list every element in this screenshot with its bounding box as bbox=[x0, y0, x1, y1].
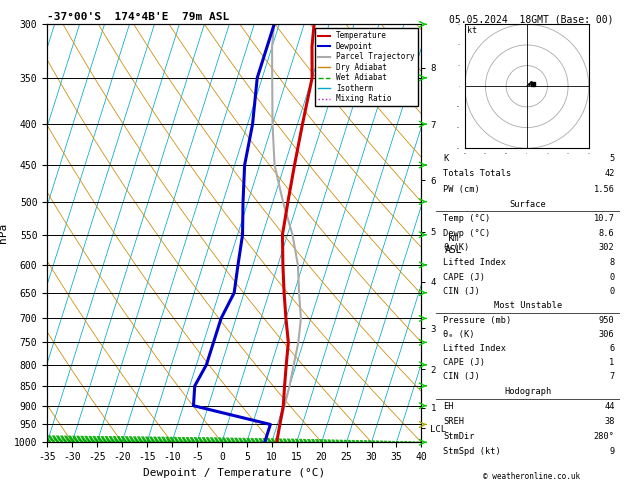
Text: © weatheronline.co.uk: © weatheronline.co.uk bbox=[483, 472, 580, 481]
Text: 42: 42 bbox=[604, 169, 615, 178]
Text: K: K bbox=[443, 154, 448, 163]
Text: -37°00'S  174°4B'E  79m ASL: -37°00'S 174°4B'E 79m ASL bbox=[47, 12, 230, 22]
Text: θₑ(K): θₑ(K) bbox=[443, 243, 469, 252]
Text: 6: 6 bbox=[610, 344, 615, 353]
Text: CIN (J): CIN (J) bbox=[443, 287, 480, 296]
Text: EH: EH bbox=[443, 402, 454, 411]
Text: Surface: Surface bbox=[509, 200, 547, 208]
Text: StmDir: StmDir bbox=[443, 432, 475, 441]
Text: Most Unstable: Most Unstable bbox=[494, 301, 562, 311]
Text: 1: 1 bbox=[610, 358, 615, 367]
Text: 7: 7 bbox=[610, 372, 615, 382]
Text: 8.6: 8.6 bbox=[599, 229, 615, 238]
Text: 44: 44 bbox=[604, 402, 615, 411]
Text: 302: 302 bbox=[599, 243, 615, 252]
Text: SREH: SREH bbox=[443, 417, 464, 426]
Text: 280°: 280° bbox=[594, 432, 615, 441]
Text: Hodograph: Hodograph bbox=[504, 387, 552, 396]
X-axis label: Dewpoint / Temperature (°C): Dewpoint / Temperature (°C) bbox=[143, 468, 325, 478]
Text: PW (cm): PW (cm) bbox=[443, 185, 480, 193]
Text: 0: 0 bbox=[610, 287, 615, 296]
Text: θₑ (K): θₑ (K) bbox=[443, 330, 475, 339]
Text: Temp (°C): Temp (°C) bbox=[443, 214, 491, 223]
Text: 05.05.2024  18GMT (Base: 00): 05.05.2024 18GMT (Base: 00) bbox=[449, 15, 614, 25]
Text: 0: 0 bbox=[610, 273, 615, 281]
Text: kt: kt bbox=[467, 26, 477, 35]
Text: 950: 950 bbox=[599, 315, 615, 325]
Text: CIN (J): CIN (J) bbox=[443, 372, 480, 382]
Text: Lifted Index: Lifted Index bbox=[443, 344, 506, 353]
Text: 8: 8 bbox=[610, 258, 615, 267]
Text: CAPE (J): CAPE (J) bbox=[443, 273, 485, 281]
Text: 5: 5 bbox=[610, 154, 615, 163]
Text: 10.7: 10.7 bbox=[594, 214, 615, 223]
Y-axis label: km
ASL: km ASL bbox=[445, 233, 462, 255]
Text: StmSpd (kt): StmSpd (kt) bbox=[443, 447, 501, 456]
Text: 1.56: 1.56 bbox=[594, 185, 615, 193]
Text: Lifted Index: Lifted Index bbox=[443, 258, 506, 267]
Text: Dewp (°C): Dewp (°C) bbox=[443, 229, 491, 238]
Text: Totals Totals: Totals Totals bbox=[443, 169, 511, 178]
Legend: Temperature, Dewpoint, Parcel Trajectory, Dry Adiabat, Wet Adiabat, Isotherm, Mi: Temperature, Dewpoint, Parcel Trajectory… bbox=[315, 28, 418, 106]
Text: 38: 38 bbox=[604, 417, 615, 426]
Text: 306: 306 bbox=[599, 330, 615, 339]
Text: CAPE (J): CAPE (J) bbox=[443, 358, 485, 367]
Text: 9: 9 bbox=[610, 447, 615, 456]
Y-axis label: hPa: hPa bbox=[0, 223, 8, 243]
Text: Pressure (mb): Pressure (mb) bbox=[443, 315, 511, 325]
